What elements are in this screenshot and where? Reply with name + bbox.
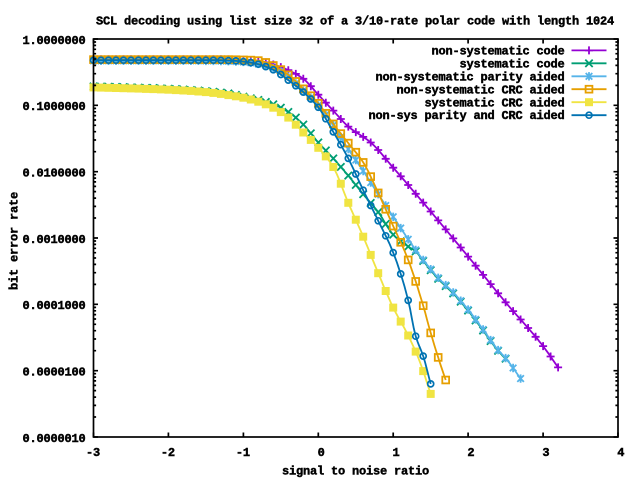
svg-text:systematic code: systematic code bbox=[459, 57, 564, 71]
svg-text:-2: -2 bbox=[161, 446, 175, 460]
svg-text:0.0000100: 0.0000100 bbox=[22, 366, 85, 380]
svg-text:4: 4 bbox=[617, 446, 624, 460]
svg-text:1.0000000: 1.0000000 bbox=[22, 34, 85, 48]
svg-text:0.0001000: 0.0001000 bbox=[22, 299, 85, 313]
svg-text:non-systematic parity aided: non-systematic parity aided bbox=[375, 70, 564, 84]
svg-text:systematic CRC aided: systematic CRC aided bbox=[424, 96, 564, 110]
svg-text:SCL decoding using list size 3: SCL decoding using list size 32 of a 3/1… bbox=[96, 14, 614, 28]
svg-text:bit error rate: bit error rate bbox=[8, 192, 22, 290]
svg-text:2: 2 bbox=[467, 446, 474, 460]
svg-text:non-systematic code: non-systematic code bbox=[431, 45, 564, 59]
svg-text:0.0010000: 0.0010000 bbox=[22, 233, 85, 247]
svg-text:0: 0 bbox=[318, 446, 325, 460]
svg-text:0.1000000: 0.1000000 bbox=[22, 100, 85, 114]
svg-text:3: 3 bbox=[542, 446, 549, 460]
svg-text:1: 1 bbox=[392, 446, 399, 460]
svg-text:non-systematic CRC aided: non-systematic CRC aided bbox=[396, 83, 564, 97]
svg-text:non-sys parity and CRC aided: non-sys parity and CRC aided bbox=[368, 109, 564, 123]
svg-text:-3: -3 bbox=[86, 446, 100, 460]
svg-text:-1: -1 bbox=[236, 446, 250, 460]
svg-text:signal to noise ratio: signal to noise ratio bbox=[282, 464, 429, 478]
svg-text:0.0100000: 0.0100000 bbox=[22, 167, 85, 181]
svg-text:0.0000010: 0.0000010 bbox=[22, 432, 85, 446]
